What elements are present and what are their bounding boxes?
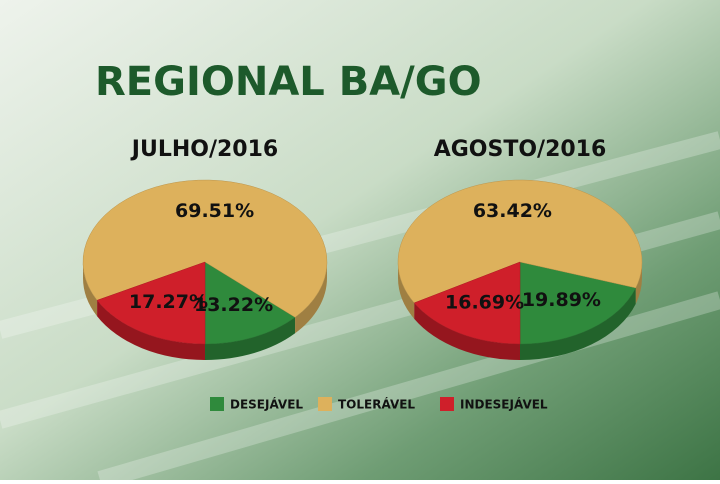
legend-label: INDESEJÁVEL [460, 397, 548, 412]
pie-slice [82, 179, 328, 318]
legend-swatch [440, 397, 454, 411]
legend-swatch [318, 397, 332, 411]
legend-label: DESEJÁVEL [230, 397, 303, 412]
legend-swatch [210, 397, 224, 411]
pie-slice [96, 261, 206, 345]
pie-side [295, 262, 327, 334]
pie-side [205, 317, 296, 360]
data-label: 17.27% [129, 291, 208, 313]
pie-side [97, 300, 205, 360]
pie-title: JULHO/2016 [130, 137, 278, 162]
data-label: 13.22% [194, 294, 273, 316]
pie-side [414, 302, 520, 360]
pie-side [83, 262, 98, 317]
pie-slice [519, 261, 637, 345]
pie-side [635, 262, 642, 304]
pie-side [398, 262, 415, 319]
data-label: 19.89% [522, 289, 601, 311]
pie-slice [397, 179, 643, 304]
data-label: 69.51% [175, 200, 254, 222]
data-label: 63.42% [473, 200, 552, 222]
pie-title: AGOSTO/2016 [434, 137, 607, 162]
data-label: 16.69% [445, 292, 524, 314]
page-title: REGIONAL BA/GO [95, 59, 482, 105]
legend-label: TOLERÁVEL [338, 397, 415, 412]
pie-slice [204, 261, 296, 345]
pie-slice [413, 261, 521, 345]
